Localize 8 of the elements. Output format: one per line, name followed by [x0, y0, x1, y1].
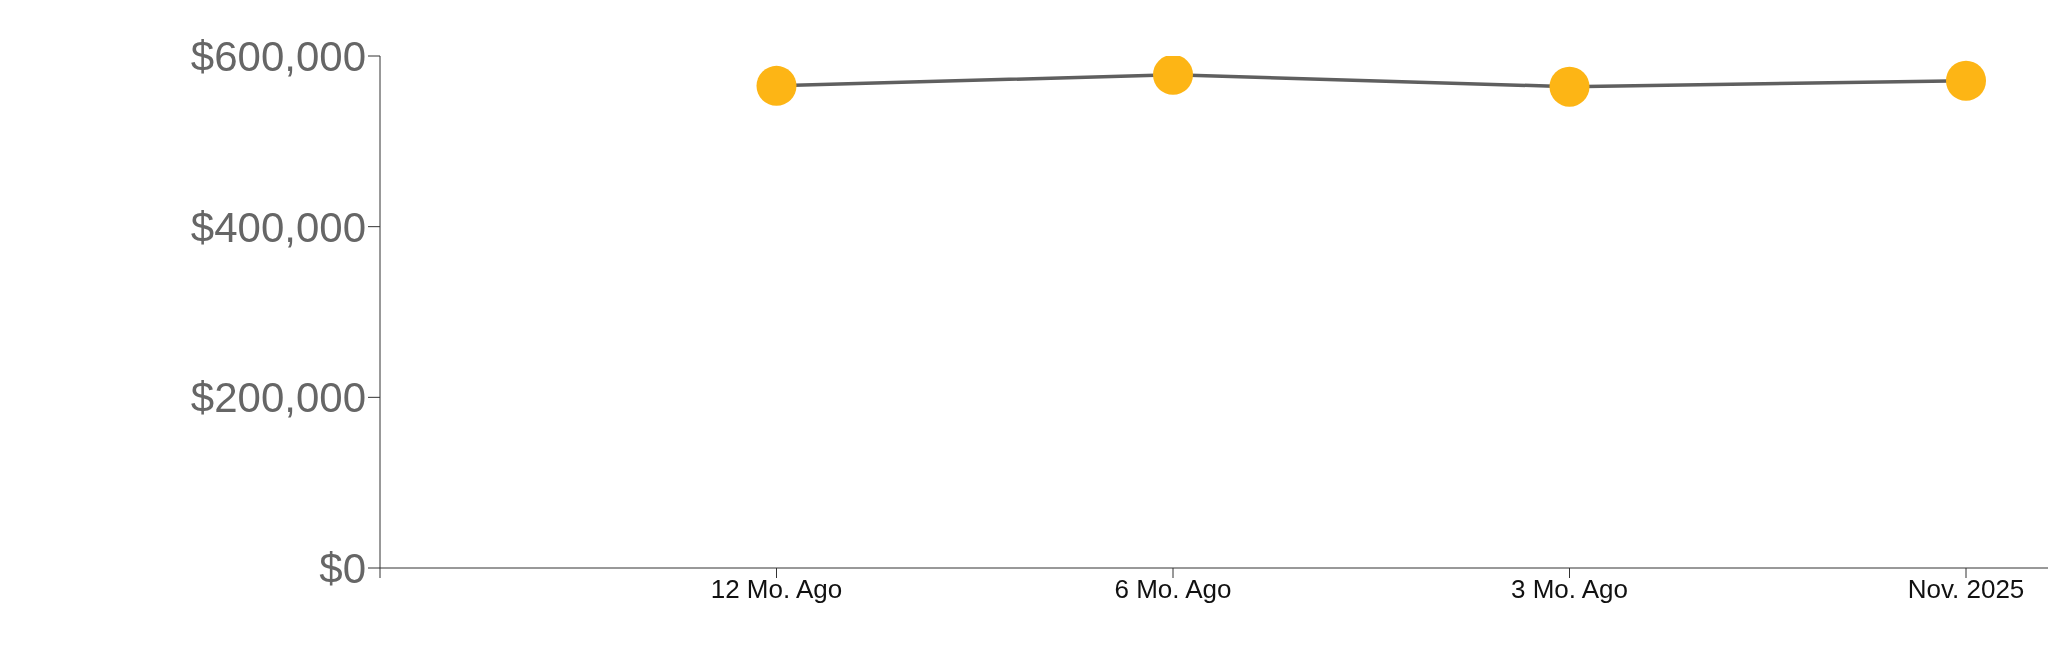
y-tick-label: $400,000 — [190, 203, 366, 251]
x-tick-label: 12 Mo. Ago — [710, 574, 843, 605]
y-tick-label: $200,000 — [190, 374, 366, 422]
y-tick-label: $0 — [319, 544, 366, 592]
x-tick-label: 3 Mo. Ago — [1510, 574, 1629, 605]
x-tick-label: 6 Mo. Ago — [1114, 574, 1232, 605]
y-tick-label: $600,000 — [190, 32, 366, 80]
x-tick-label: Nov. 2025 — [1907, 574, 2025, 605]
